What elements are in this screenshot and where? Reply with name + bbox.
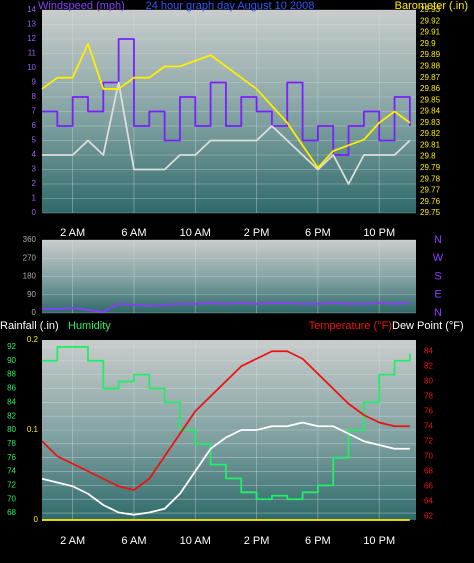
y2-tick-label: N bbox=[434, 234, 442, 246]
y-tick-label: 90 bbox=[7, 356, 16, 365]
y2-tick-label: 29.87 bbox=[420, 73, 441, 82]
y-tick-label: 6 bbox=[32, 121, 37, 130]
y2-tick-label: 29.83 bbox=[420, 118, 441, 127]
legend-label: Dew Point (°F) bbox=[392, 320, 464, 332]
y2-tick-label: W bbox=[433, 252, 444, 264]
y-tick-label: 78 bbox=[7, 439, 16, 448]
y2-tick-label: 78 bbox=[424, 391, 433, 400]
y2-tick-label: 84 bbox=[424, 346, 433, 355]
chart-title: 24 hour graph day August 10 2008 bbox=[146, 0, 315, 12]
y-tick-label: 14 bbox=[27, 5, 36, 14]
y-tick-label: 2 bbox=[32, 179, 37, 188]
y-tick-label: 10 bbox=[27, 63, 36, 72]
series-line bbox=[41, 42, 411, 169]
x-tick-label: 10 PM bbox=[363, 535, 395, 547]
x-tick-label: 6 PM bbox=[305, 535, 331, 547]
y2-tick-label: 29.88 bbox=[420, 61, 441, 70]
y-tick-label: 82 bbox=[7, 411, 16, 420]
y-tick-label: 5 bbox=[32, 136, 37, 145]
x-tick-label: 10 PM bbox=[363, 227, 395, 239]
y2-tick-label: 29.93 bbox=[420, 5, 441, 14]
x-tick-label: 6 AM bbox=[121, 227, 146, 239]
y2-tick-label: 29.91 bbox=[420, 28, 441, 37]
y2-tick-label: 70 bbox=[424, 451, 433, 460]
y2-tick-label: 29.78 bbox=[420, 174, 441, 183]
y-tick-label: 180 bbox=[23, 272, 37, 281]
y2-tick-label: 29.75 bbox=[420, 208, 441, 217]
y2-tick-label: 64 bbox=[424, 496, 433, 505]
legend-label: Temperature (°F) bbox=[309, 320, 392, 332]
y2-tick-label: 29.85 bbox=[420, 95, 441, 104]
y2-tick-label: N bbox=[434, 307, 442, 319]
series-line bbox=[41, 421, 410, 516]
y2-tick-label: 66 bbox=[424, 481, 433, 490]
legend-label: Rainfall (.in) bbox=[0, 320, 59, 332]
y2-tick-label: 82 bbox=[424, 361, 433, 370]
y-tick-label: 68 bbox=[7, 508, 16, 517]
y2-tick-label: E bbox=[434, 289, 441, 301]
y-tick-label: 84 bbox=[7, 397, 16, 406]
y2-tick-label: 29.84 bbox=[420, 107, 441, 116]
x-tick-label: 6 PM bbox=[305, 227, 331, 239]
series-line bbox=[42, 346, 411, 501]
y-tick-label: 76 bbox=[7, 453, 16, 462]
series-line bbox=[42, 81, 411, 185]
y3-tick-label: 0.2 bbox=[27, 335, 39, 344]
legend-label: Windspeed (mph) bbox=[38, 0, 125, 12]
y-tick-label: 74 bbox=[7, 467, 16, 476]
y-tick-label: 92 bbox=[7, 342, 16, 351]
series-line bbox=[42, 38, 411, 156]
x-tick-label: 2 AM bbox=[60, 227, 85, 239]
x-tick-label: 2 AM bbox=[60, 535, 85, 547]
y2-tick-label: 68 bbox=[424, 466, 433, 475]
y-tick-label: 11 bbox=[28, 49, 37, 58]
y-tick-label: 90 bbox=[27, 290, 36, 299]
x-tick-label: 10 AM bbox=[180, 535, 211, 547]
y2-tick-label: 29.92 bbox=[420, 16, 441, 25]
y-tick-label: 360 bbox=[23, 235, 37, 244]
y-tick-label: 270 bbox=[23, 253, 37, 262]
series-line bbox=[42, 301, 410, 313]
y2-tick-label: 29.86 bbox=[420, 84, 441, 93]
legend-label: Humidity bbox=[68, 320, 111, 332]
y2-tick-label: 80 bbox=[424, 376, 433, 385]
y-tick-label: 12 bbox=[27, 34, 36, 43]
y2-tick-label: 29.9 bbox=[420, 39, 436, 48]
y-tick-label: 86 bbox=[7, 384, 16, 393]
y2-tick-label: 72 bbox=[424, 436, 433, 445]
x-tick-label: 2 PM bbox=[244, 535, 270, 547]
y-tick-label: 9 bbox=[32, 78, 37, 87]
y-tick-label: 3 bbox=[32, 165, 37, 174]
y-tick-label: 88 bbox=[7, 370, 16, 379]
y-tick-label: 72 bbox=[7, 480, 16, 489]
y2-tick-label: 29.76 bbox=[420, 197, 441, 206]
x-tick-label: 6 AM bbox=[121, 535, 146, 547]
y-tick-label: 0 bbox=[32, 208, 37, 217]
y-tick-label: 70 bbox=[7, 494, 16, 503]
y-tick-label: 0 bbox=[32, 308, 37, 317]
x-tick-label: 2 PM bbox=[244, 227, 270, 239]
y2-tick-label: 29.89 bbox=[420, 50, 441, 59]
y2-tick-label: 29.8 bbox=[420, 152, 436, 161]
y2-tick-label: S bbox=[434, 270, 441, 282]
y-tick-label: 80 bbox=[7, 425, 16, 434]
y-tick-label: 8 bbox=[32, 92, 37, 101]
y2-tick-label: 29.82 bbox=[420, 129, 441, 138]
y2-tick-label: 74 bbox=[424, 421, 433, 430]
y3-tick-label: 0.1 bbox=[27, 425, 39, 434]
x-tick-label: 10 AM bbox=[180, 227, 211, 239]
y-tick-label: 7 bbox=[32, 107, 37, 116]
y2-tick-label: 76 bbox=[424, 406, 433, 415]
y-tick-label: 4 bbox=[32, 150, 37, 159]
y-tick-label: 13 bbox=[27, 20, 36, 29]
y-tick-label: 1 bbox=[32, 194, 37, 203]
y2-tick-label: 29.77 bbox=[420, 186, 441, 195]
legend-label: Barometer (.in) bbox=[395, 0, 468, 12]
y2-tick-label: 62 bbox=[424, 511, 433, 520]
y2-tick-label: 29.79 bbox=[420, 163, 441, 172]
y2-tick-label: 29.81 bbox=[420, 140, 441, 149]
series-line bbox=[41, 350, 410, 491]
y3-tick-label: 0 bbox=[34, 515, 39, 524]
